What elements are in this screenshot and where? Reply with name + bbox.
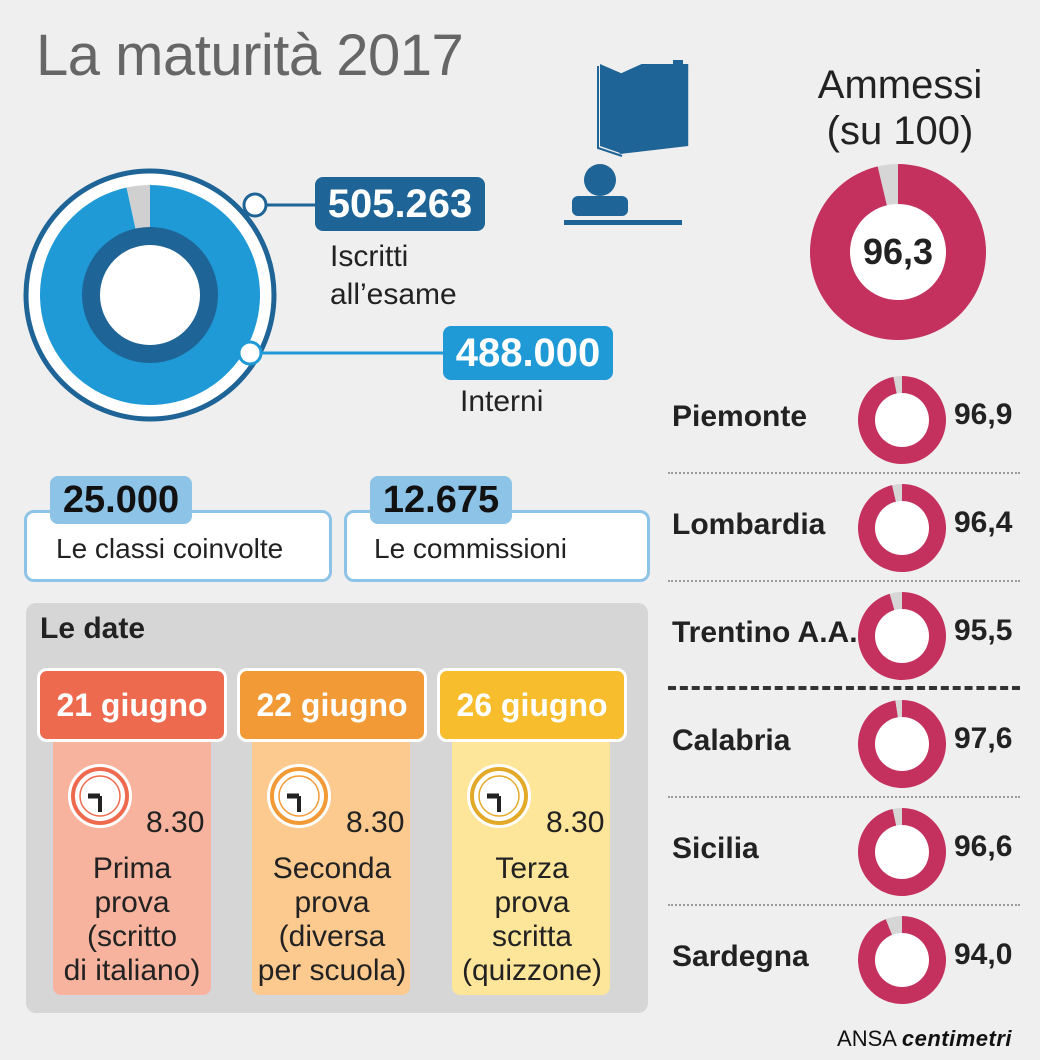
region-name: Lombardia bbox=[672, 508, 826, 541]
region-name: Sicilia bbox=[672, 832, 759, 865]
interni-value: 488.000 bbox=[443, 326, 613, 380]
date-description-1: Prima prova (scritto di italiano) bbox=[37, 852, 227, 988]
region-value: 96,6 bbox=[954, 830, 1013, 863]
region-name: Calabria bbox=[672, 724, 791, 757]
clock-icon bbox=[467, 764, 531, 828]
dates-title: Le date bbox=[40, 612, 146, 645]
date-desc-line: Seconda bbox=[272, 852, 392, 885]
date-desc-line: prova bbox=[494, 886, 570, 919]
region-donut-hole bbox=[875, 933, 929, 987]
region-donut-hole bbox=[875, 609, 929, 663]
donut-hole bbox=[100, 245, 200, 345]
ammessi-national-donut: 96,3 bbox=[810, 164, 986, 340]
region-name: Piemonte bbox=[672, 400, 808, 433]
date-description-3: Terza prova scritta (quizzone) bbox=[437, 852, 627, 988]
iscritti-label-line2: all’esame bbox=[330, 278, 457, 311]
student-book-icon bbox=[564, 60, 689, 225]
date-description-2: Seconda prova (diversa per scuola) bbox=[237, 852, 427, 988]
region-donut-hole bbox=[875, 717, 929, 771]
enrollment-donut-chart bbox=[23, 168, 277, 422]
date-header-1: 21 giugno bbox=[37, 668, 227, 742]
region-donut-hole bbox=[875, 825, 929, 879]
region-divider bbox=[668, 796, 1020, 798]
clock-icon bbox=[267, 764, 331, 828]
region-name: Trentino A.A. bbox=[672, 616, 858, 649]
source-prefix: ANSA bbox=[837, 1026, 896, 1051]
region-value: 94,0 bbox=[954, 938, 1013, 971]
date-time-3: 8.30 bbox=[546, 806, 605, 839]
date-header-2: 22 giugno bbox=[237, 668, 427, 742]
region-value: 96,9 bbox=[954, 398, 1013, 431]
iscritti-value: 505.263 bbox=[315, 177, 485, 231]
region-donut bbox=[858, 484, 946, 572]
classes-label: Le classi coinvolte bbox=[56, 533, 284, 564]
date-time-2: 8.30 bbox=[346, 806, 405, 839]
date-desc-line: (diversa bbox=[278, 920, 386, 953]
region-divider bbox=[668, 580, 1020, 582]
region-value: 97,6 bbox=[954, 722, 1013, 755]
region-divider bbox=[668, 904, 1020, 906]
ammessi-national-value: 96,3 bbox=[863, 231, 933, 272]
classes-value: 25.000 bbox=[50, 476, 192, 524]
region-value: 95,5 bbox=[954, 614, 1013, 647]
region-donut bbox=[858, 916, 946, 1004]
region-divider bbox=[668, 472, 1020, 474]
region-value: 96,4 bbox=[954, 506, 1013, 539]
region-donut bbox=[858, 376, 946, 464]
date-header-3: 26 giugno bbox=[437, 668, 627, 742]
date-desc-line: prova bbox=[294, 886, 370, 919]
date-desc-line: Terza bbox=[495, 852, 569, 885]
connector-dot-iscritti bbox=[242, 192, 268, 218]
date-desc-line: Prima bbox=[92, 852, 172, 885]
ammessi-title-line2: (su 100) bbox=[826, 109, 974, 153]
commissions-label: Le commissioni bbox=[374, 533, 567, 564]
connector-dot-interni bbox=[237, 340, 263, 366]
date-desc-line: (scritto bbox=[87, 920, 177, 953]
region-donut-hole bbox=[875, 501, 929, 555]
source-brand: centimetri bbox=[901, 1026, 1012, 1051]
region-donut bbox=[858, 700, 946, 788]
footer-source: ANSA centimetri bbox=[837, 1026, 1012, 1052]
region-donut bbox=[858, 592, 946, 680]
interni-label: Interni bbox=[460, 385, 544, 418]
date-desc-line: di italiano) bbox=[63, 954, 201, 987]
region-donut bbox=[858, 808, 946, 896]
clock-icon bbox=[68, 764, 132, 828]
date-desc-line: (quizzone) bbox=[461, 954, 603, 987]
region-donut-hole bbox=[875, 393, 929, 447]
region-name: Sardegna bbox=[672, 940, 809, 973]
date-desc-line: prova bbox=[94, 886, 170, 919]
ammessi-title: Ammessi (su 100) bbox=[800, 62, 1000, 154]
ammessi-title-line1: Ammessi bbox=[817, 63, 983, 107]
page-title: La maturità 2017 bbox=[36, 23, 464, 88]
separator-dashed bbox=[668, 686, 1020, 690]
date-desc-line: per scuola) bbox=[257, 954, 407, 987]
ammessi-donut-hole bbox=[850, 204, 946, 300]
date-desc-line: scritta bbox=[491, 920, 572, 953]
iscritti-label-line1: Iscritti bbox=[330, 240, 409, 273]
commissions-value: 12.675 bbox=[370, 476, 512, 524]
iscritti-label: Iscritti all’esame bbox=[330, 238, 457, 314]
date-time-1: 8.30 bbox=[146, 806, 205, 839]
connector-lines bbox=[237, 192, 445, 366]
